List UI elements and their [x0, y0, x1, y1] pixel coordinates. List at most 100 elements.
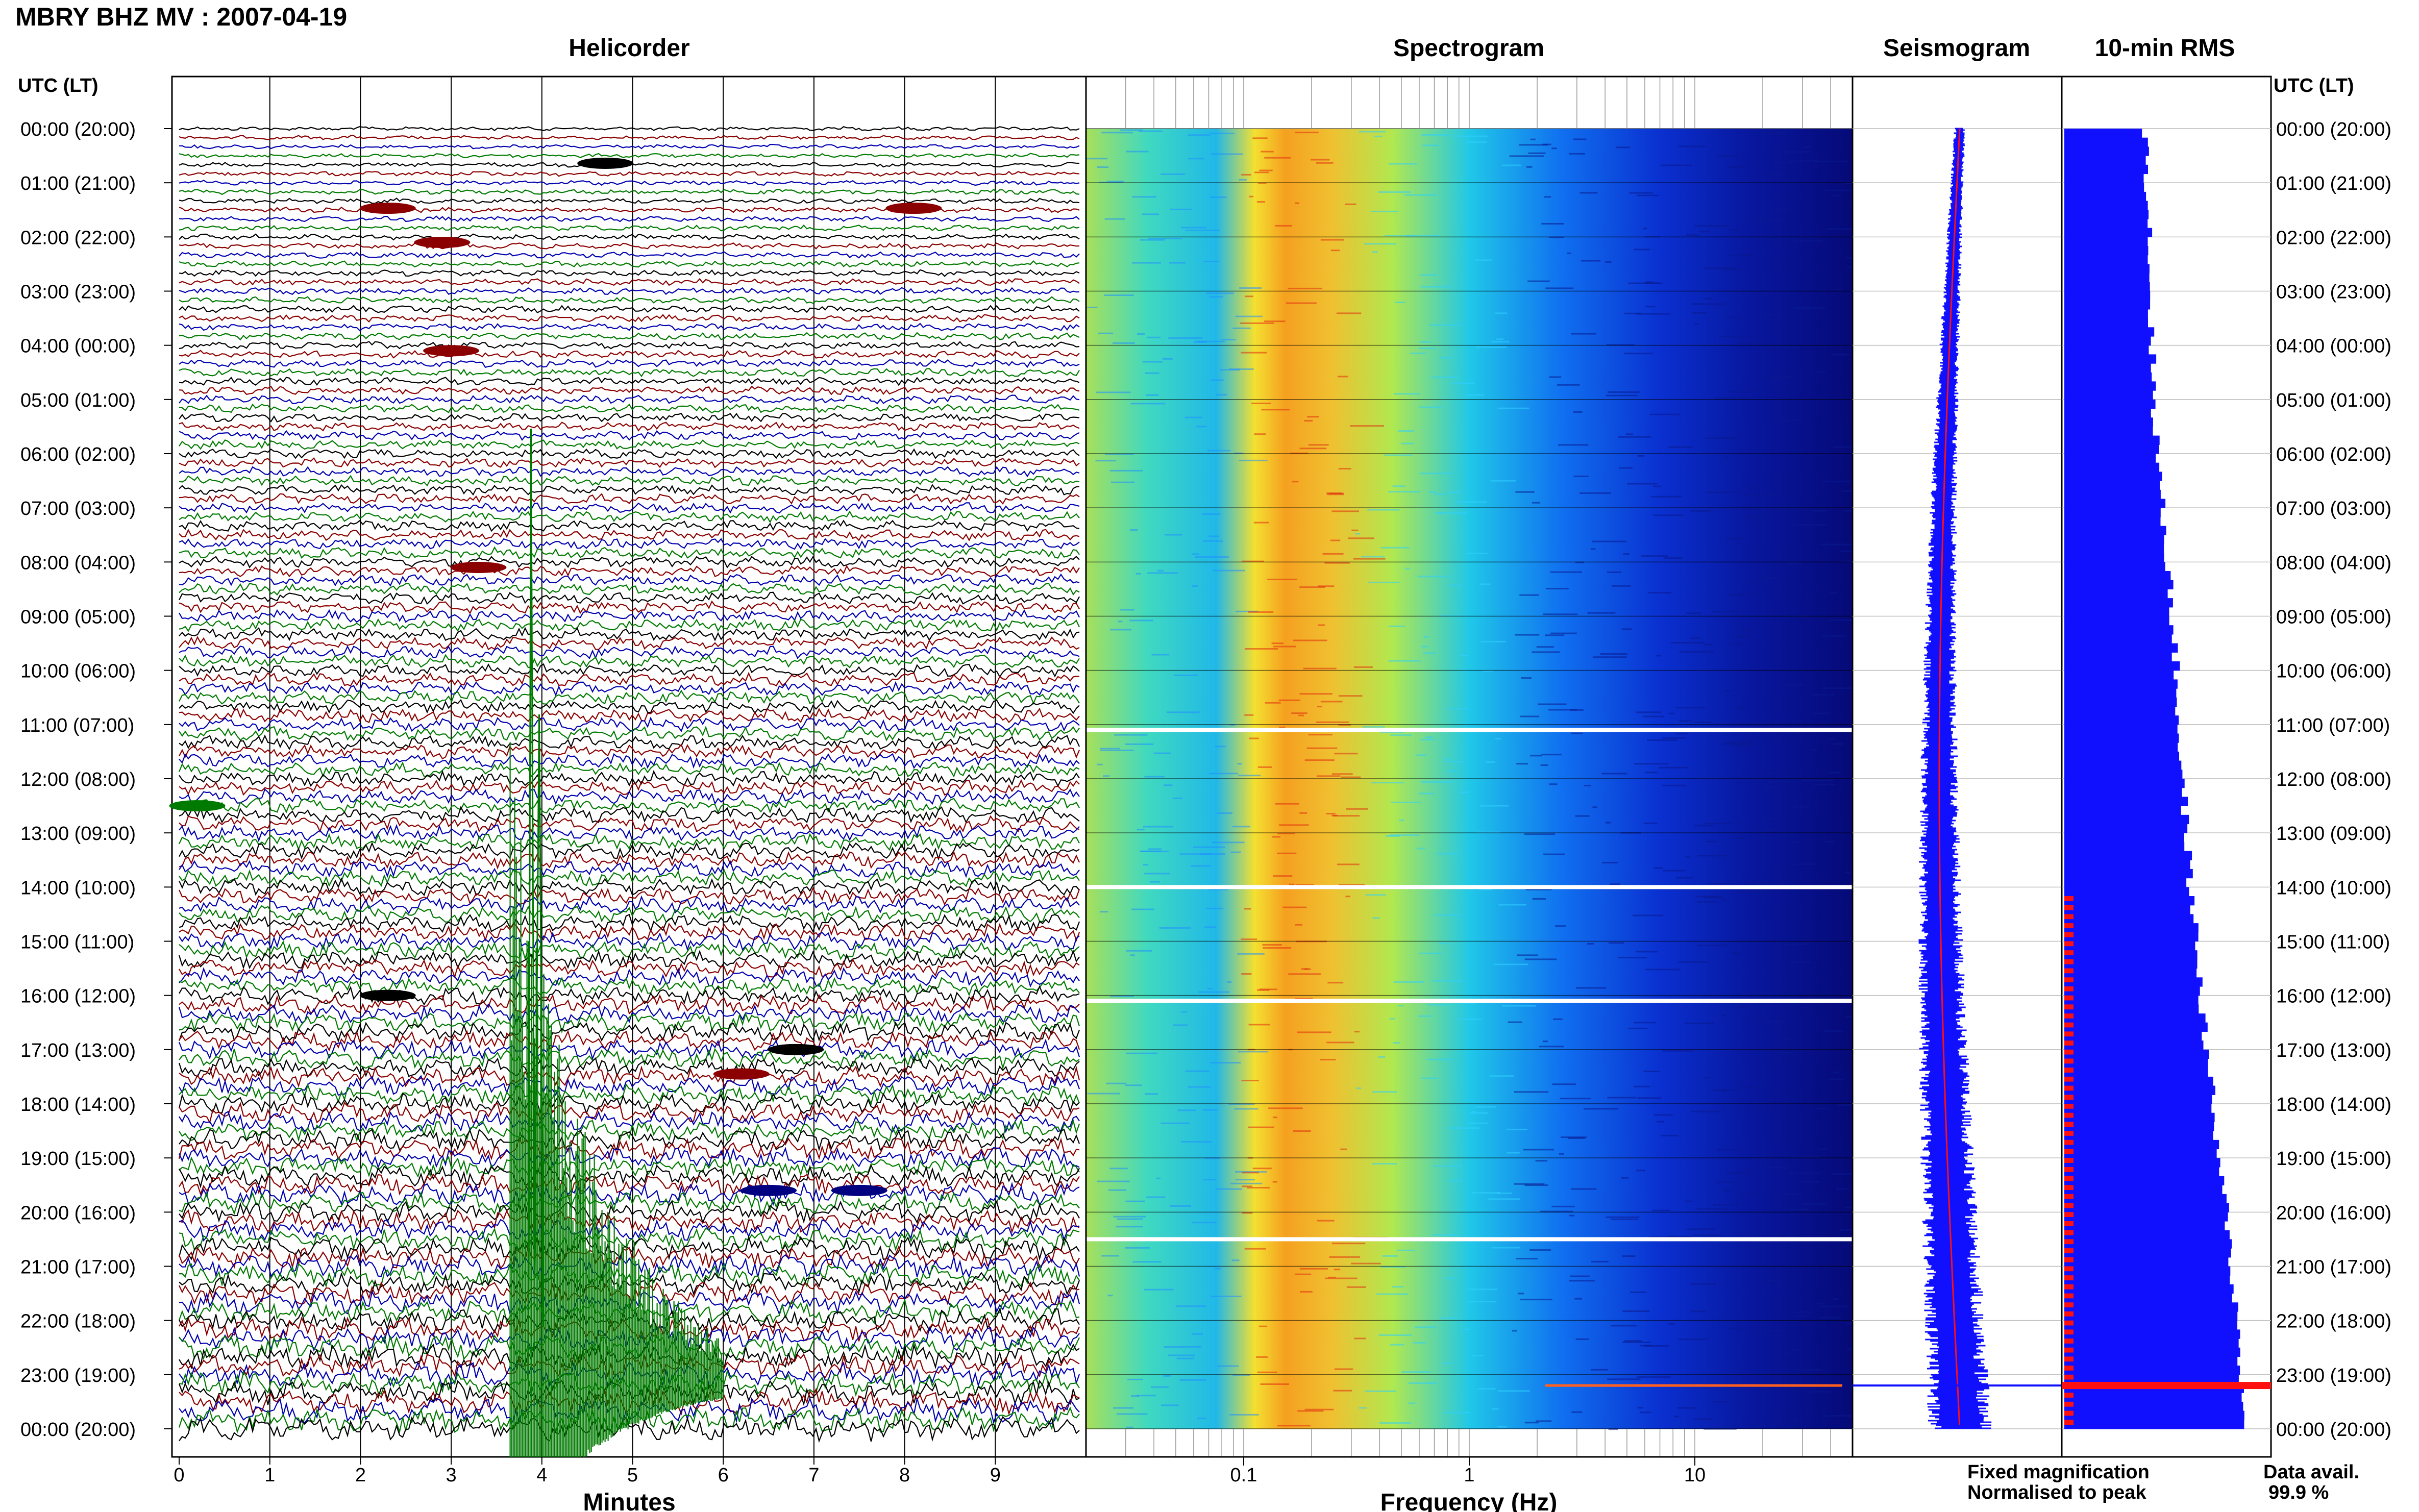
rms-normalised-bar [2064, 1401, 2074, 1407]
spectrogram-noise [1573, 476, 1589, 477]
rms-bar [2064, 1230, 2230, 1240]
rms-bar [2064, 661, 2180, 671]
spectrogram-noise [1297, 1031, 1331, 1033]
spectrogram-noise [1602, 862, 1618, 863]
spectrogram-noise [1575, 1338, 1589, 1340]
spectrogram-noise [1237, 763, 1242, 765]
spectrogram-noise [1345, 896, 1350, 898]
helicorder-trace [179, 493, 1080, 505]
spectrogram-noise [1384, 235, 1417, 237]
rms-bar [2064, 941, 2195, 951]
helicorder-event-marker [414, 236, 471, 248]
spectrogram-noise [1733, 635, 1750, 637]
spectrogram-noise [1447, 584, 1463, 586]
rms-bar [2064, 688, 2177, 698]
spectrogram-noise [1316, 162, 1334, 164]
spectrogram-noise [1662, 784, 1686, 786]
rms-bar [2064, 1374, 2239, 1384]
spectrogram-noise [1372, 251, 1378, 253]
spectrogram-noise [1542, 143, 1551, 145]
rms-bar [2064, 797, 2188, 806]
spectrogram-noise [1573, 411, 1583, 413]
spectrogram-noise [1268, 1107, 1303, 1109]
spectrogram-noise [1239, 179, 1247, 181]
helicorder-trace [178, 1137, 1080, 1160]
spectrogram-noise [1670, 642, 1705, 644]
spectrogram-noise [1569, 1280, 1595, 1282]
spectrogram-noise [1299, 693, 1332, 695]
spectrogram-noise [1546, 588, 1569, 589]
spectrogram-noise [1248, 1024, 1270, 1026]
spectrogram-noise [1351, 529, 1359, 531]
rms-normalised-bar [2064, 932, 2074, 937]
spectrogram-noise [1320, 701, 1343, 703]
page-title: MBRY BHZ MV : 2007-04-19 [15, 3, 347, 31]
spectrogram-title: Spectrogram [1393, 35, 1544, 62]
spectrogram-noise [1529, 1249, 1551, 1251]
spectrogram-noise [1833, 1071, 1839, 1073]
time-tick-left: 16:00 (12:00) [20, 986, 136, 1007]
spectrogram-noise [1238, 775, 1261, 777]
spectrogram-noise [1241, 352, 1267, 354]
spectrogram-noise [1633, 1085, 1650, 1087]
spectrogram-noise [1507, 1152, 1520, 1154]
spectrogram-noise [1374, 135, 1383, 137]
spectrogram-noise [1377, 191, 1411, 193]
helicorder-trace [179, 153, 1080, 159]
time-tick-left: 20:00 (16:00) [20, 1202, 136, 1224]
spectrogram-noise [1502, 1005, 1537, 1007]
spectrogram-noise [1754, 882, 1788, 884]
spectrogram-noise [1792, 1311, 1812, 1313]
spectrogram-noise [1501, 164, 1521, 166]
spectrogram-noise [1550, 632, 1577, 634]
spectrogram-noise [1475, 259, 1492, 261]
spectrogram-noise [1536, 646, 1554, 648]
spectrogram-noise [1147, 572, 1178, 574]
spectrogram-noise [1780, 419, 1801, 422]
spectrogram-noise [1421, 134, 1450, 136]
rms-bar [2064, 1004, 2199, 1014]
rms-bar [2064, 129, 2142, 138]
spectrogram-noise [1824, 1030, 1844, 1032]
spectrogram-noise [1365, 894, 1386, 896]
spectrogram-noise [1468, 1288, 1498, 1291]
spectrogram-noise [1344, 203, 1356, 205]
spectrogram-noise [1339, 884, 1365, 886]
spectrogram-noise [1514, 1091, 1549, 1093]
spectrogram-noise [1832, 195, 1841, 196]
minute-tick-label: 0 [174, 1465, 184, 1486]
spectrogram-noise [1161, 1122, 1190, 1124]
helicorder-event-marker [450, 561, 507, 573]
spectrogram-noise [1644, 822, 1658, 824]
rms-bar [2064, 1266, 2231, 1276]
spectrogram-noise [1811, 749, 1817, 751]
helicorder-trace [178, 1038, 1080, 1061]
time-tick-left: 21:00 (17:00) [20, 1257, 136, 1278]
helicorder-trace [179, 556, 1080, 568]
minute-tick-label: 7 [808, 1465, 819, 1486]
spectrogram-noise [1725, 690, 1731, 692]
spectrogram-noise [1819, 1305, 1848, 1307]
helicorder-trace [179, 689, 1080, 705]
spectrogram-noise [1328, 1276, 1336, 1278]
rms-bar [2064, 742, 2178, 752]
rms-normalised-bar [2064, 1149, 2074, 1154]
spectrogram-noise [1725, 316, 1740, 318]
rms-bar [2064, 183, 2144, 192]
helicorder-event-marker [359, 203, 416, 214]
rms-bar [2064, 878, 2187, 887]
helicorder-trace [179, 931, 1080, 951]
spectrogram-noise [1571, 732, 1583, 734]
rms-bar [2064, 1221, 2225, 1231]
spectrogram-noise [1126, 1426, 1133, 1428]
spectrogram-noise [1440, 357, 1453, 359]
helicorder-event-marker [359, 989, 416, 1001]
spectrogram-noise [1356, 1087, 1361, 1089]
spectrogram-noise [1338, 468, 1351, 469]
spectrogram-noise [1164, 534, 1182, 536]
spectrogram-noise [1685, 1200, 1693, 1202]
spectrogram-noise [1526, 166, 1533, 168]
spectrogram-noise [1213, 569, 1245, 572]
spectrogram-noise [1229, 1414, 1259, 1416]
rms-normalised-bar [2064, 1293, 2074, 1299]
